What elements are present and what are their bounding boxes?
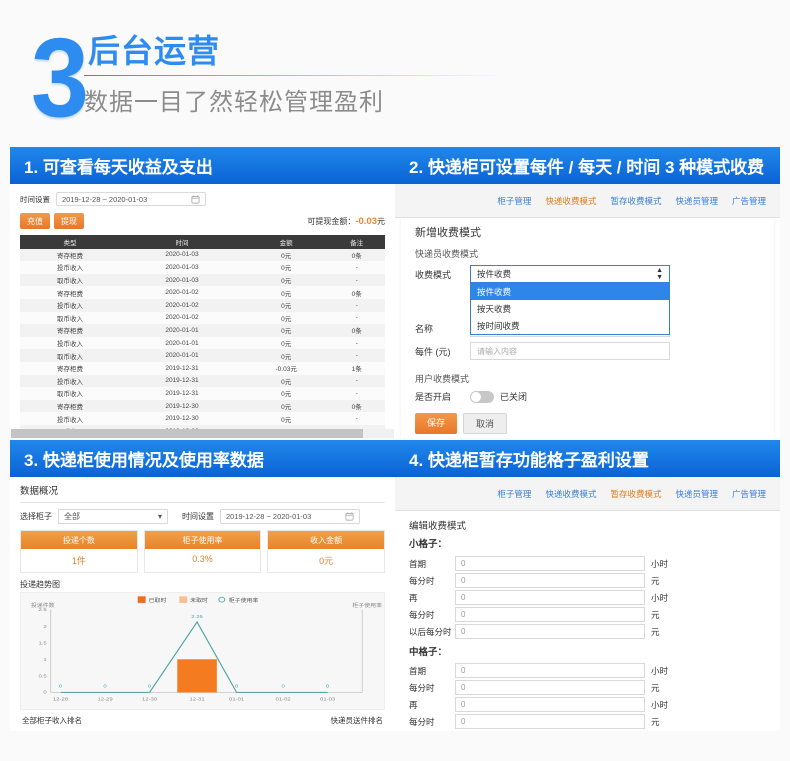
svg-text:2: 2 xyxy=(43,624,46,629)
svg-text:柜子使用率: 柜子使用率 xyxy=(229,597,259,604)
svg-text:12-29: 12-29 xyxy=(97,697,112,702)
svg-text:01-03: 01-03 xyxy=(320,697,335,702)
svg-text:0: 0 xyxy=(103,684,106,689)
svg-text:已取时: 已取时 xyxy=(149,597,167,604)
svg-text:2.26: 2.26 xyxy=(191,614,203,619)
svg-text:0: 0 xyxy=(326,684,329,689)
svg-text:0: 0 xyxy=(59,684,62,689)
svg-text:01-01: 01-01 xyxy=(229,697,244,702)
svg-text:12-31: 12-31 xyxy=(189,697,204,702)
svg-text:01-02: 01-02 xyxy=(276,697,291,702)
svg-text:未取时: 未取时 xyxy=(190,597,208,604)
svg-text:0: 0 xyxy=(235,684,238,689)
svg-text:0: 0 xyxy=(43,690,46,695)
svg-text:0: 0 xyxy=(281,684,284,689)
svg-text:柜子使用率: 柜子使用率 xyxy=(352,602,382,609)
svg-text:12-28: 12-28 xyxy=(53,697,68,702)
svg-text:1.5: 1.5 xyxy=(38,641,46,646)
svg-text:12-30: 12-30 xyxy=(142,697,157,702)
svg-text:投递件数: 投递件数 xyxy=(31,602,55,609)
svg-text:1: 1 xyxy=(43,657,46,662)
svg-text:0.5: 0.5 xyxy=(38,674,46,679)
svg-text:0: 0 xyxy=(148,684,151,689)
